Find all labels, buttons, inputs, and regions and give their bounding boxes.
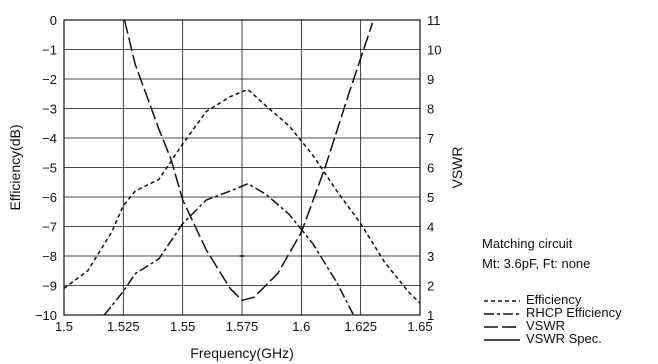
y-tick-label-left: −4 [42, 131, 57, 146]
legend-swatch [484, 313, 520, 315]
y-tick-label-left: −6 [42, 190, 57, 205]
y-tick-label-right: 2 [427, 279, 434, 294]
plot-frame [63, 19, 421, 316]
x-tick-label: 1.575 [226, 319, 259, 334]
y-tick-label-left: −5 [42, 161, 57, 176]
y-tick-label-right: 7 [427, 131, 434, 146]
y-tick-label-left: −3 [42, 102, 57, 117]
legend-label: Efficiency [526, 292, 582, 307]
y-tick-label-right: 10 [427, 43, 441, 58]
legend-label: VSWR Spec. [526, 331, 602, 346]
y-tick-label-left: 0 [50, 13, 57, 28]
legend-label: RHCP Efficiency [526, 305, 622, 320]
y-tick-label-right: 9 [427, 72, 434, 87]
y-tick-label-left: −1 [42, 43, 57, 58]
y-tick-label-left: −7 [42, 220, 57, 235]
y-tick-label-right: 1 [427, 308, 434, 323]
series-layer [63, 19, 421, 316]
y-tick-label-left: −8 [42, 249, 57, 264]
series-line-efficiency [63, 88, 421, 304]
y-tick-label-right: 5 [427, 190, 434, 205]
y-tick-label-right: 4 [427, 220, 434, 235]
y-axis-label-left: Efficiency(dB) [7, 124, 23, 210]
y-axis-label-right: VSWR [449, 147, 465, 189]
x-tick-label: 1.65 [407, 319, 432, 334]
grid [64, 20, 420, 315]
legend-swatch [484, 339, 520, 341]
series-line-vswr [123, 19, 374, 302]
x-tick-label: 1.6 [292, 319, 310, 334]
y-tick-label-right: 6 [427, 161, 434, 176]
tick-labels: 1.5 1.525 1.55 1.575 1.6 1.625 1.65 0 −1 −2 −3 −4 −5… [35, 13, 442, 334]
legend-swatch [484, 326, 520, 328]
y-tick-label-left: −2 [42, 72, 57, 87]
legend-label: VSWR [526, 318, 565, 333]
y-tick-label-right: 3 [427, 249, 434, 264]
y-tick-label-right: 11 [427, 13, 441, 28]
x-tick-label: 1.625 [344, 319, 377, 334]
x-axis-label: Frequency(GHz) [190, 345, 293, 361]
y-tick-label-left: −9 [42, 279, 57, 294]
y-tick-label-right: 8 [427, 102, 434, 117]
legend-swatch [484, 300, 520, 302]
x-tick-label: 1.5 [55, 319, 73, 334]
annotation-detail: Mt: 3.6pF, Ft: none [482, 256, 591, 271]
y-tick-label-left: −10 [35, 308, 57, 323]
series-line-rhcp-efficiency [103, 182, 355, 316]
annotation-title: Matching circuit [482, 236, 573, 251]
x-tick-label: 1.55 [170, 319, 195, 334]
x-tick-label: 1.525 [107, 319, 140, 334]
